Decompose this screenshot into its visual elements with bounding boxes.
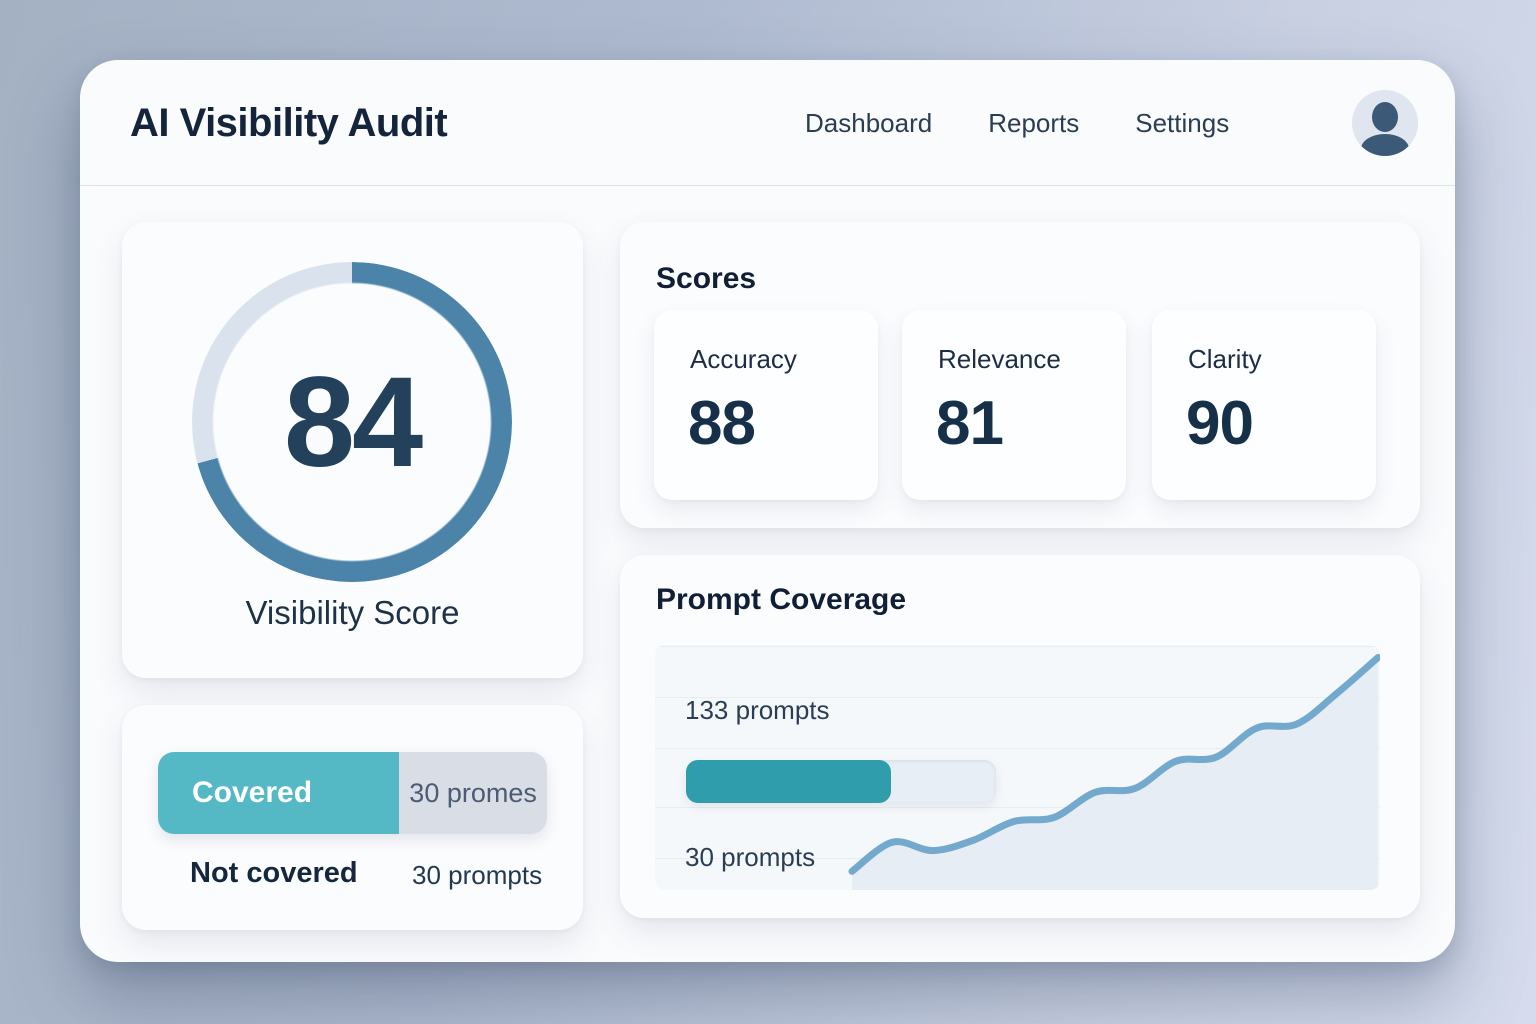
scores-heading: Scores [656, 262, 757, 295]
score-label: Accuracy [690, 344, 797, 374]
score-label: Relevance [938, 344, 1061, 374]
covered-segment[interactable]: Covered [158, 752, 400, 834]
area-fill [852, 657, 1378, 890]
score-value: 90 [1186, 389, 1254, 458]
chart-gridline [655, 646, 1380, 647]
chart-panel [655, 645, 1380, 890]
visibility-ring [192, 262, 512, 582]
visibility-score-value: 84 [283, 350, 423, 494]
header: AI Visibility Audit Dashboard Reports Se… [80, 60, 1455, 185]
header-divider [80, 185, 1455, 186]
score-card-accuracy: Accuracy 88 [654, 310, 878, 500]
coverage-segmented-bar: Covered 30 promes [158, 752, 547, 834]
nav: Dashboard Reports Settings [805, 108, 1229, 139]
chart-gridline [655, 748, 1380, 749]
chart-gridline [655, 807, 1380, 808]
max-prompts-label: 133 prompts [685, 695, 830, 725]
covered-count-segment[interactable]: 30 promes [399, 752, 547, 834]
scores-card: Scores Accuracy 88 Relevance 81 Clarity … [620, 222, 1420, 528]
score-value: 88 [688, 389, 756, 458]
coverage-line-chart [848, 654, 1380, 890]
main-card: AI Visibility Audit Dashboard Reports Se… [80, 60, 1455, 962]
score-value: 81 [936, 389, 1004, 458]
prompt-progress-fill [686, 760, 891, 803]
nav-item-dashboard[interactable]: Dashboard [805, 108, 933, 138]
score-card-clarity: Clarity 90 [1152, 310, 1376, 500]
score-label: Clarity [1188, 344, 1262, 374]
page-title: AI Visibility Audit [130, 101, 448, 145]
prompt-progress-track [686, 760, 996, 803]
avatar[interactable] [1352, 90, 1418, 156]
chart-gridline [655, 697, 1380, 698]
line-series [848, 654, 1380, 875]
visibility-score-card: 84 Visibility Score [122, 222, 583, 678]
not-covered-label: Not covered [190, 857, 358, 889]
prompt-coverage-heading: Prompt Coverage [656, 583, 907, 616]
prompt-coverage-card: Prompt Coverage 133 prompts 30 prompts [620, 555, 1420, 918]
coverage-card: Covered 30 promes Not covered 30 prompts [122, 705, 583, 930]
visibility-score-label: Visibility Score [245, 594, 460, 631]
not-covered-count: 30 prompts [412, 860, 543, 890]
nav-item-reports[interactable]: Reports [988, 108, 1080, 138]
nav-item-settings[interactable]: Settings [1135, 108, 1230, 138]
score-card-relevance: Relevance 81 [902, 310, 1126, 500]
covered-count: 30 promes [409, 777, 537, 808]
covered-label: Covered [192, 776, 313, 809]
min-prompts-label: 30 prompts [685, 842, 816, 872]
